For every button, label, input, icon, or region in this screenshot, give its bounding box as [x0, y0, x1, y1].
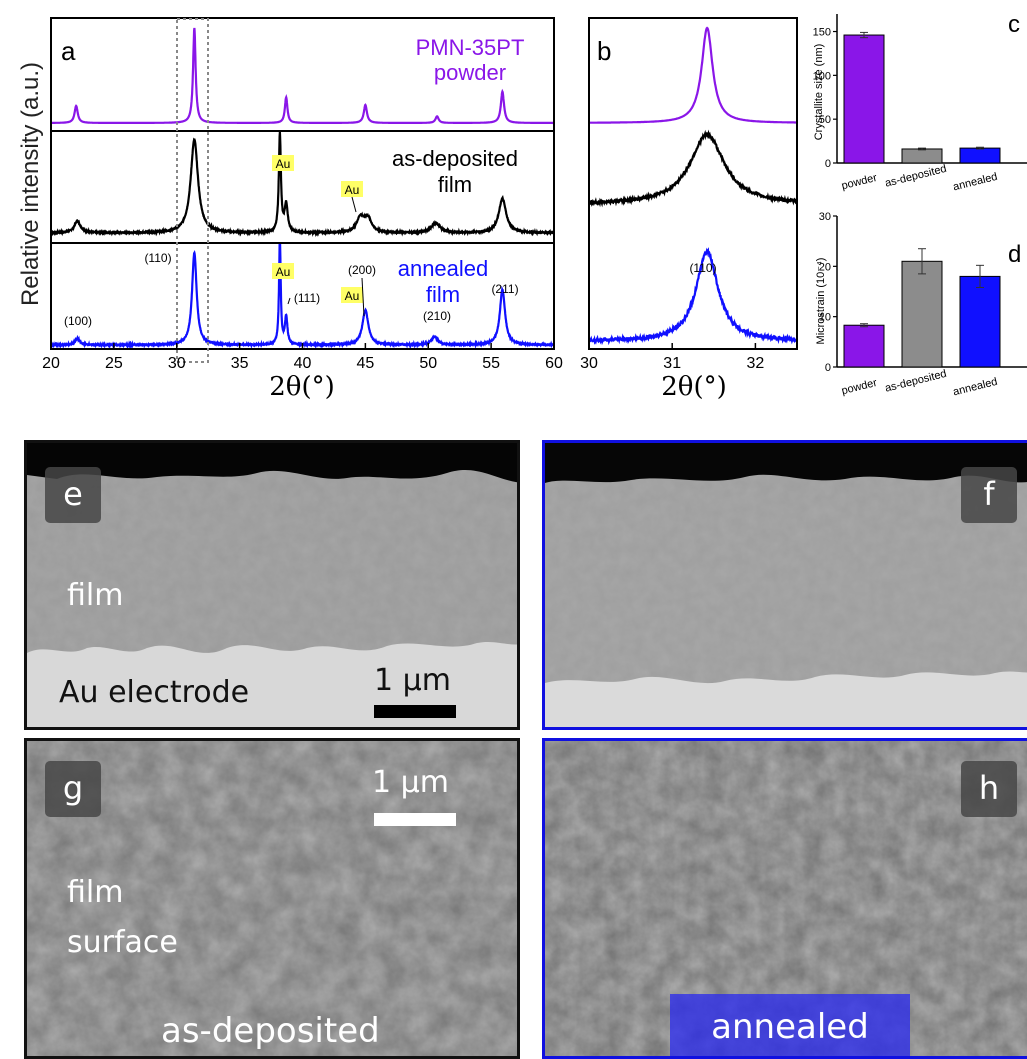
y-tick-label: 30: [819, 211, 831, 223]
sem-image-f: f: [542, 440, 1027, 730]
x-tick-label: 60: [545, 355, 563, 372]
series-label-asdep-line1: as-deposited: [392, 146, 518, 171]
x-tick-label: 55: [482, 355, 500, 372]
panel-b-frame: [588, 17, 798, 350]
series-label-asdep-line2: film: [438, 172, 472, 197]
film-label: film: [67, 578, 124, 613]
x-tick-label: 30: [168, 355, 186, 372]
x-tick-label: 45: [356, 355, 374, 372]
hkl-label-b: (110): [689, 261, 716, 275]
y-tick-label: 50: [819, 114, 831, 126]
au-tag: Au: [345, 289, 360, 303]
panel-letter-d: d: [1008, 241, 1021, 268]
panel-letter-h: h: [961, 761, 1017, 817]
x-category-label: powder: [840, 377, 878, 397]
panel-letter-e: e: [45, 467, 101, 523]
hkl-label: (211): [491, 282, 518, 296]
au-tag-bg: [341, 181, 363, 197]
y-tick-label: 100: [813, 70, 831, 82]
series-label-annealed-line2: film: [426, 282, 460, 307]
x-tick-label: 50: [419, 355, 437, 372]
panel-letter-a: a: [61, 36, 76, 66]
x-axis-label-a: 2θ(°): [269, 372, 334, 402]
series-line-b-0: [589, 26, 797, 124]
x-category-label: as-deposited: [884, 163, 948, 190]
au-tag-bg: [341, 287, 363, 303]
x-category-label: annealed: [952, 171, 999, 194]
y-tick-label: 20: [819, 261, 831, 273]
y-axis-label: Relative intensity (a.u.): [17, 62, 44, 306]
au-leader: [351, 196, 357, 213]
x-tick-label: 32: [747, 355, 765, 372]
scale-bar: [374, 813, 456, 826]
series-line-b-2: [588, 247, 799, 346]
sem-g-texture: [27, 741, 517, 1056]
surface-label-line1: film: [67, 875, 124, 910]
hkl-label: (100): [64, 314, 92, 328]
bar-powder: [843, 34, 885, 164]
series-label-annealed-line1: annealed: [398, 256, 489, 281]
hkl-leader: [287, 297, 291, 305]
sem-image-e: e film Au electrode 1 µm: [24, 440, 520, 730]
panel-letter-g: g: [45, 761, 101, 817]
caption-annealed: annealed: [711, 1007, 869, 1047]
au-tag: Au: [276, 265, 291, 279]
bar-annealed: [959, 147, 1001, 164]
y-axis-label-c: Crystallite size (nm): [813, 44, 825, 141]
bar-as-deposited: [901, 148, 943, 164]
panel-letter-b: b: [597, 36, 611, 66]
au-tag: Au: [276, 157, 291, 171]
highlight-box: [176, 18, 209, 363]
x-category-label: as-deposited: [884, 368, 948, 395]
hkl-label: (111): [294, 291, 320, 305]
au-tag: Au: [345, 183, 360, 197]
x-tick-label: 35: [231, 355, 249, 372]
y-tick-label: 10: [819, 312, 831, 324]
sem-h-texture: [545, 741, 1027, 1056]
bar-annealed: [959, 275, 1001, 368]
y-tick-label: 150: [813, 27, 831, 39]
series-label-powder-line2: powder: [434, 60, 506, 85]
series-label-powder-line1: PMN-35PT: [416, 35, 525, 60]
caption-as-deposited: as-deposited: [161, 1011, 380, 1051]
series-line-1: [50, 131, 555, 238]
series-line-b-1: [588, 129, 799, 208]
hkl-label: (110): [144, 251, 171, 265]
x-axis-label-b: 2θ(°): [661, 372, 726, 402]
surface-label-line2: surface: [67, 925, 178, 960]
au-tag-bg: [272, 263, 294, 279]
bar-as-deposited: [901, 260, 943, 368]
hkl-leader: [361, 277, 365, 317]
sem-e-texture: [27, 443, 517, 727]
x-tick-label: 40: [294, 355, 312, 372]
caption-annealed-bg: [670, 994, 910, 1056]
series-line-0: [51, 27, 554, 125]
panel-letter-c: c: [1008, 11, 1020, 38]
x-tick-label: 30: [580, 355, 598, 372]
panel-letter-f: f: [961, 467, 1017, 523]
hkl-label: (210): [423, 309, 451, 323]
scale-label: 1 µm: [374, 663, 451, 698]
hkl-label: (200): [348, 263, 376, 277]
scale-label: 1 µm: [372, 765, 449, 800]
x-tick-label: 31: [663, 355, 681, 372]
y-tick-label: 0: [825, 158, 831, 170]
x-category-label: powder: [840, 172, 878, 192]
y-axis-label-d: Microstrain (10⁻⁴): [815, 258, 827, 345]
sem-image-g: g 1 µm film surface as-deposited: [24, 738, 520, 1059]
x-tick-label: 20: [42, 355, 60, 372]
sem-image-h: h annealed: [542, 738, 1027, 1059]
x-tick-label: 25: [105, 355, 123, 372]
au-tag-bg: [272, 155, 294, 171]
electrode-label: Au electrode: [59, 675, 250, 710]
y-tick-label: 0: [825, 362, 831, 374]
x-category-label: annealed: [952, 376, 999, 399]
scale-bar: [374, 705, 456, 718]
sem-f-texture: [545, 443, 1027, 727]
bar-powder: [843, 324, 885, 368]
